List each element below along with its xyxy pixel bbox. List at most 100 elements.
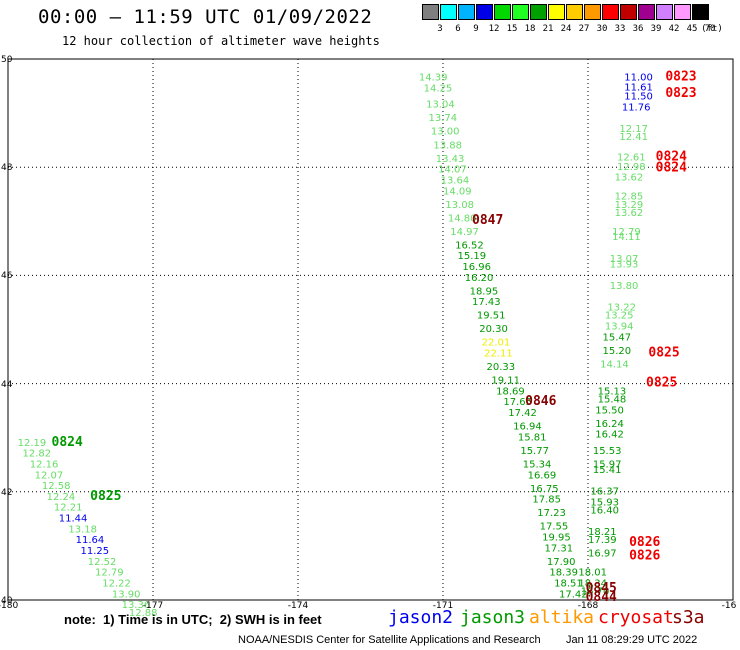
wave-height-value: 17.39 [588,535,617,546]
wave-height-value: 12.82 [23,449,52,460]
scale-swatch [620,4,637,20]
scale-swatch [530,4,547,20]
scale-label: 33 [614,24,626,34]
scale-label: 30 [596,24,608,34]
pass-time-label: 0826 [629,535,660,550]
wave-height-value: 11.44 [59,514,88,525]
scale-swatch [548,4,565,20]
wave-height-value: 15.97 [593,459,622,470]
wave-height-value: 12.79 [95,568,124,579]
scale-label: 36 [632,24,644,34]
wave-height-value: 16.69 [528,470,557,481]
lon-tick-label: -180 [0,601,19,611]
wave-height-value: 17.23 [537,508,566,519]
wave-height-value: 13.04 [426,100,455,111]
wave-height-value: 11.00 [624,73,653,84]
wave-height-value: 13.43 [436,154,465,165]
satellite-cryosat: cryosat [598,607,674,628]
wave-height-value: 12.16 [30,459,59,470]
wave-height-value: 18.39 [549,568,578,579]
wave-height-value: 13.36 [122,600,151,611]
wave-height-value: 16.40 [590,505,619,516]
scale-label: 6 [455,24,461,34]
lon-tick-label: -171 [432,601,454,611]
wave-height-value: 15.77 [520,446,549,457]
wave-height-value: 13.80 [610,281,639,292]
lon-tick-label: -168 [577,601,599,611]
scale-swatch [584,4,601,20]
wave-height-value: 15.48 [598,395,627,406]
wave-height-value: 13.00 [431,127,460,138]
wave-height-value: 12.79 [612,227,641,238]
wave-height-value: 12.21 [54,503,83,514]
wave-height-value: 16.97 [588,549,617,560]
pass-time-label: 0823 [665,70,696,85]
pass-time-label: 0826 [629,548,660,563]
wave-height-value: 16.52 [455,240,484,251]
wave-height-value: 15.93 [590,497,619,508]
scale-swatch [458,4,475,20]
footer-credit: NOAA/NESDIS Center for Satellite Applica… [238,634,541,646]
satellite-jason2: jason2 [388,607,454,628]
wave-height-value: 15.50 [595,405,624,416]
wave-height-value: 11.50 [624,92,653,103]
wave-height-value: 14.97 [450,227,479,238]
wave-height-value: 14.80 [448,213,477,224]
pass-time-label: 0847 [472,213,503,228]
wave-height-value: 15.47 [603,332,632,343]
wave-height-value: 12.07 [35,470,64,481]
scale-label: 39 [650,24,662,34]
wave-height-value: 11.25 [81,546,110,557]
wave-height-value: 14.07 [438,165,467,176]
wave-height-value: 16.75 [530,484,559,495]
pass-time-label: 0825 [90,489,121,504]
wave-height-value: 17.43 [472,297,501,308]
wave-height-value: 12.22 [102,578,131,589]
wave-height-value: 12.58 [42,481,71,492]
wave-height-value: 15.19 [458,251,487,262]
wave-height-value: 11.64 [76,535,105,546]
lat-tick-label: 50 [1,55,13,65]
legend-note: note: 1) Time is in UTC; 2) SWH is in fe… [64,612,322,627]
wave-height-value: 13.22 [607,303,636,314]
lat-tick-label: 44 [1,379,13,390]
wave-height-value: 13.25 [605,311,634,322]
scale-label: 27 [578,24,590,34]
wave-height-value: 16.20 [465,273,494,284]
wave-height-value: 17.42 [508,408,537,419]
wave-height-value: 17.31 [545,543,574,554]
wave-height-value: 12.85 [615,192,644,203]
scale-swatch [638,4,655,20]
wave-height-value: 12.98 [617,162,646,173]
wave-height-value: 13.88 [433,140,462,151]
lon-tick-label: -177 [142,601,164,611]
wave-height-value: 15.13 [598,386,627,397]
lon-tick-label: -16 [721,601,737,611]
wave-height-value: 19.95 [542,532,571,543]
scale-swatch [602,4,619,20]
wave-height-value: 15.41 [593,465,622,476]
wave-height-value: 16.24 [595,419,624,430]
pass-time-label: 0845 [586,581,617,596]
scale-swatch [566,4,583,20]
scale-label: 24 [560,24,572,34]
wave-height-value: 19.51 [477,311,506,322]
wave-height-value: 18.69 [496,386,525,397]
wave-height-value: 22.01 [482,338,511,349]
wave-height-value: 20.30 [479,324,508,335]
plot-frame [7,58,734,601]
pass-time-label: 0823 [665,86,696,101]
wave-height-value: 14.39 [419,73,448,84]
wave-height-value: 17.55 [540,522,569,533]
pass-time-label: 0824 [52,435,83,450]
satellite-jason3: jason3 [460,607,526,628]
scale-label: 15 [506,24,518,34]
wave-height-value: 13.08 [445,200,474,211]
pass-time-label: 0846 [525,394,556,409]
lat-tick-label: 40 [1,596,13,606]
wave-height-value: 12.19 [18,438,47,449]
satellite-altika: altika [529,607,595,628]
scale-label: 21 [542,24,554,34]
wave-height-value: 20.33 [487,362,516,373]
